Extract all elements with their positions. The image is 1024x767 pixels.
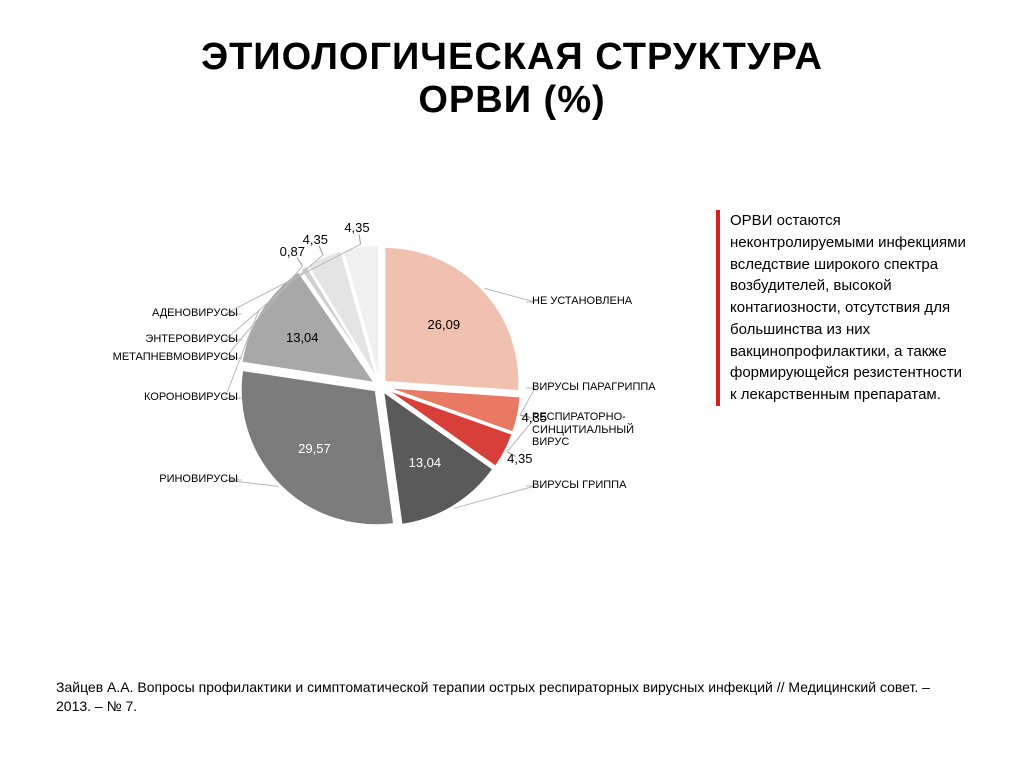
pie-category-label: МЕТАПНЕВМОВИРУСЫ — [68, 351, 238, 363]
pie-holder — [240, 246, 520, 526]
title-line-1: ЭТИОЛОГИЧЕСКАЯ СТРУКТУРА — [0, 36, 1024, 79]
citation: Зайцев А.А. Вопросы профилактики и симпт… — [56, 678, 936, 717]
pie-category-label: НЕ УСТАНОВЛЕНА — [532, 295, 632, 307]
pie-value-label: 13,04 — [409, 455, 442, 470]
sidebar-text: ОРВИ остаются неконтролируемыми инфекция… — [730, 210, 970, 406]
slide: { "title": { "line1": "ЭТИОЛОГИЧЕСКАЯ СТ… — [0, 0, 1024, 767]
pie-chart-area: 26,09 НЕ УСТАНОВЛЕНА 4,35 ВИРУСЫ ПАРАГРИППА… — [60, 190, 680, 630]
pie-svg — [240, 246, 520, 526]
title-line-2: ОРВИ (%) — [0, 79, 1024, 122]
pie-category-label: РИНОВИРУСЫ — [68, 473, 238, 485]
pie-value-label: 4,35 — [507, 451, 532, 466]
pie-category-label: КОРОНОВИРУСЫ — [68, 391, 238, 403]
sidebar-note: ОРВИ остаются неконтролируемыми инфекция… — [730, 210, 970, 406]
pie-category-label: ВИРУСЫ ГРИППА — [532, 479, 626, 491]
pie-value-label: 13,04 — [286, 330, 319, 345]
pie-category-label: АДЕНОВИРУСЫ — [68, 307, 238, 319]
pie-value-label: 29,57 — [298, 441, 331, 456]
pie-category-label: РЕСПИРАТОРНО-СИНЦИТИАЛЬНЫЙВИРУС — [532, 411, 634, 449]
slide-title: ЭТИОЛОГИЧЕСКАЯ СТРУКТУРА ОРВИ (%) — [0, 36, 1024, 122]
pie-value-label: 4,35 — [344, 220, 369, 235]
pie-value-label: 0,87 — [280, 244, 305, 259]
pie-category-label: ЭНТЕРОВИРУСЫ — [68, 333, 238, 345]
pie-value-label: 26,09 — [428, 317, 461, 332]
sidebar-accent-bar — [716, 210, 720, 406]
pie-value-label: 4,35 — [303, 232, 328, 247]
pie-category-label: ВИРУСЫ ПАРАГРИППА — [532, 381, 656, 393]
